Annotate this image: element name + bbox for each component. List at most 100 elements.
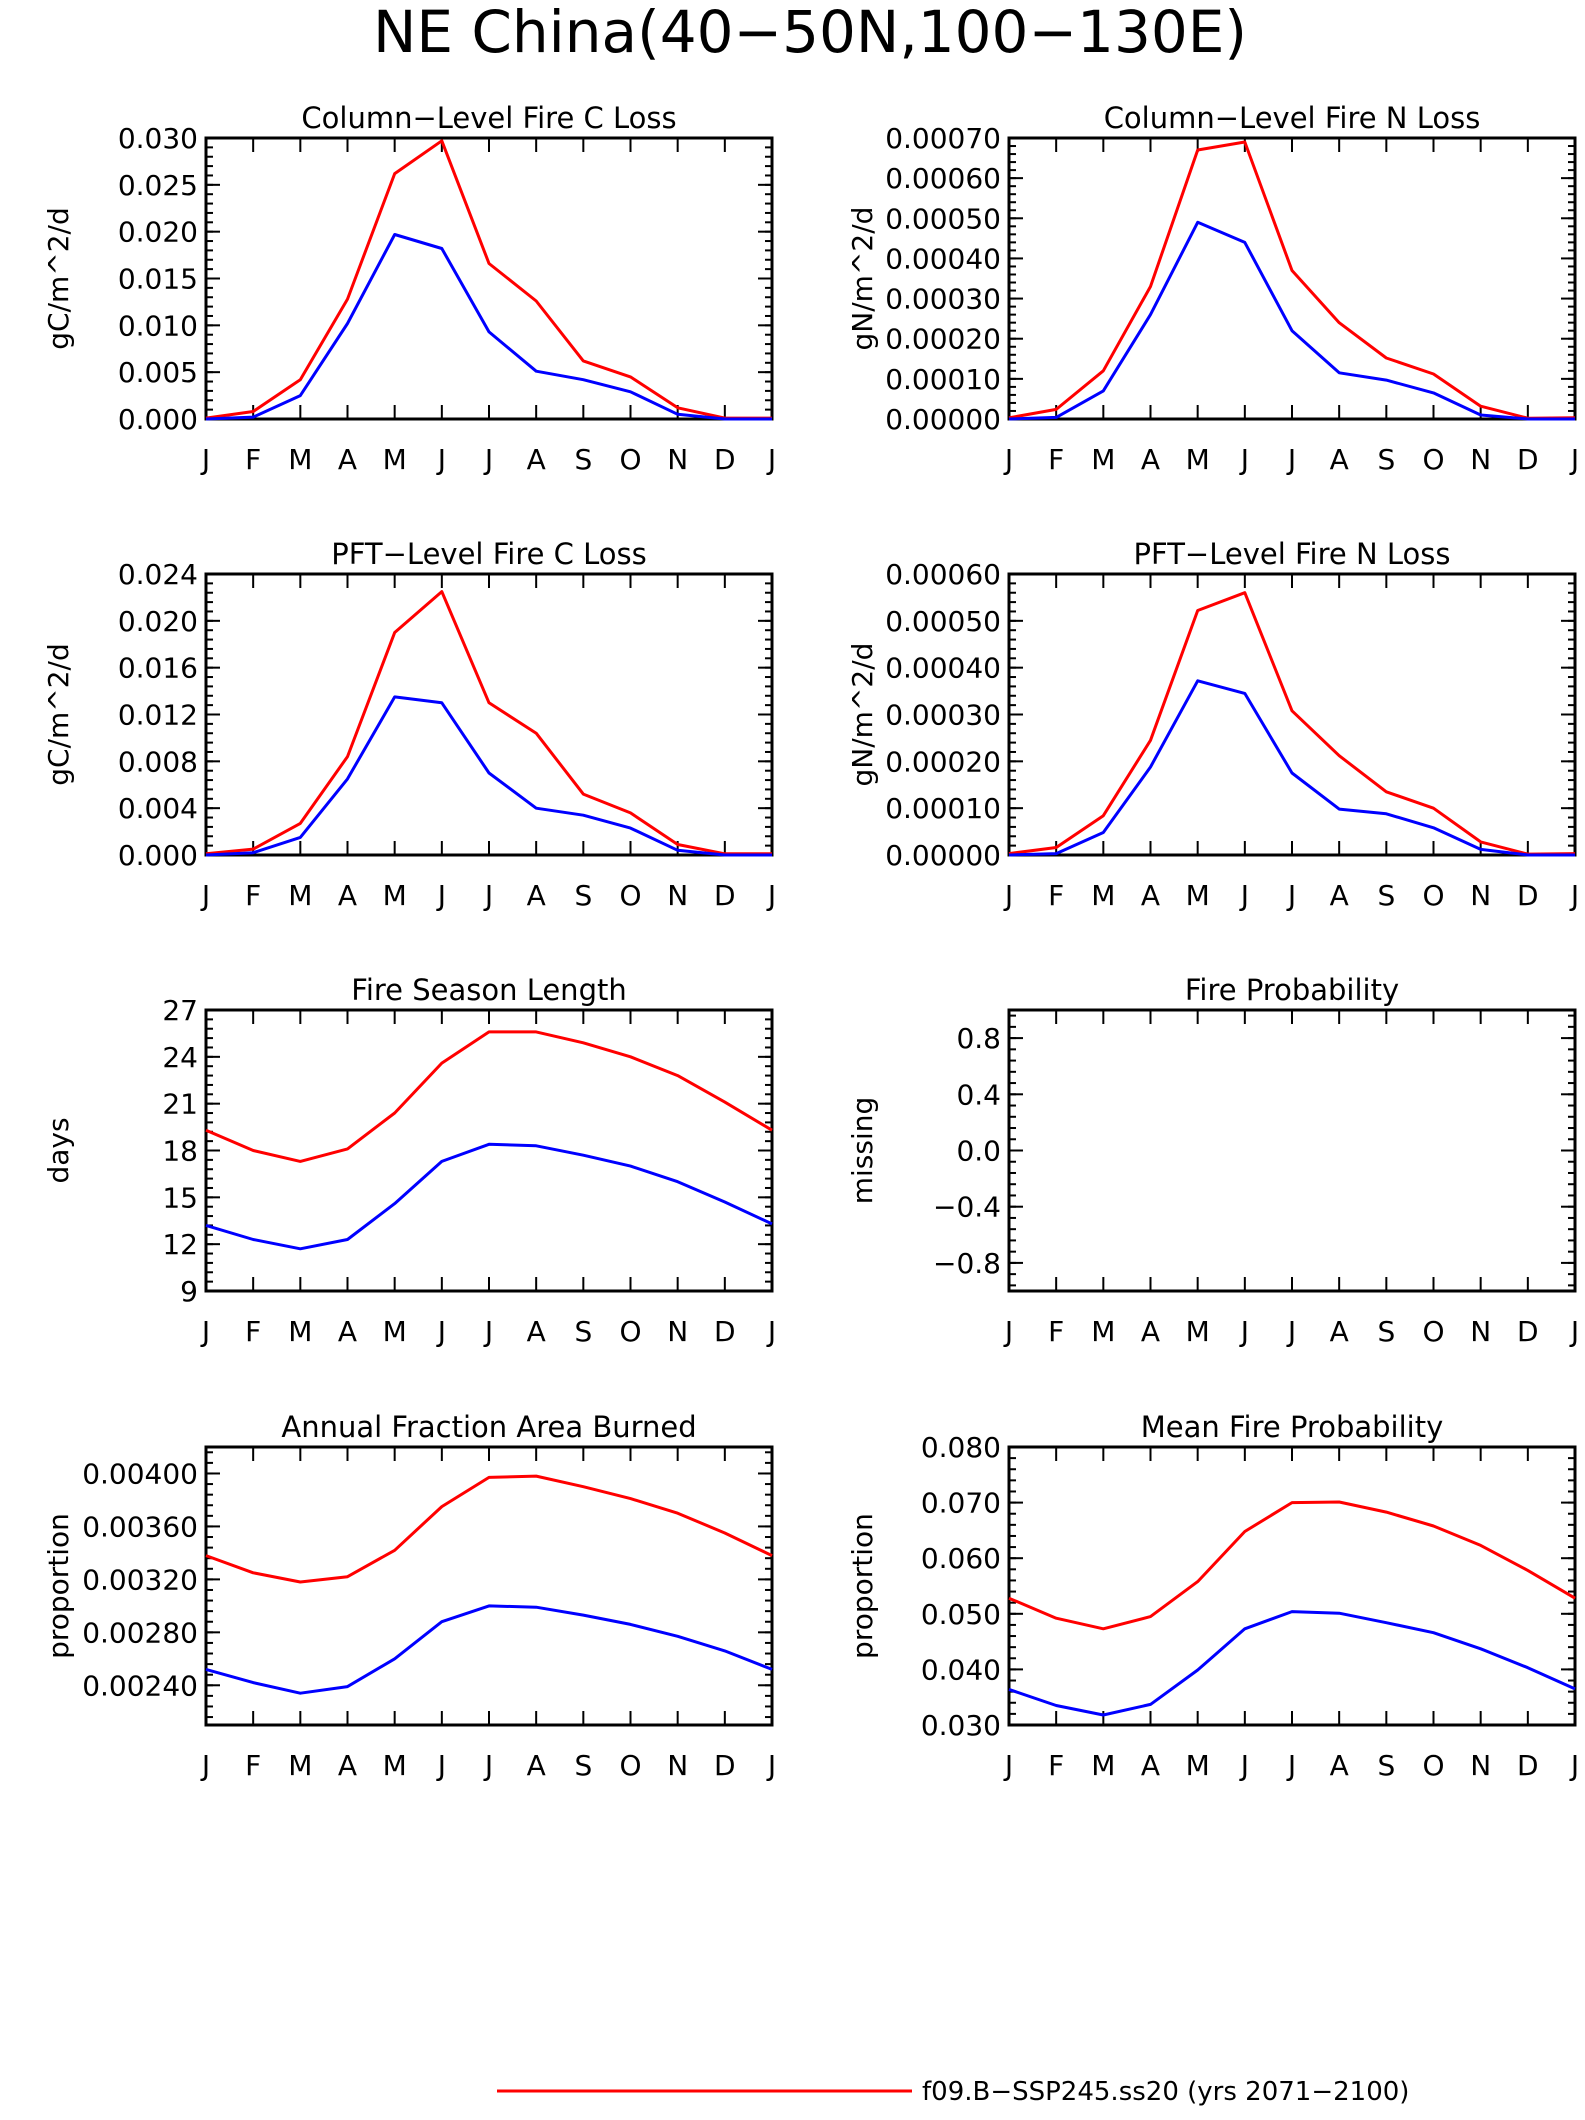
y-axis-label: gC/m^2/d — [42, 643, 75, 786]
y-tick-label: 0.00070 — [885, 122, 1001, 155]
y-tick-label: 0.060 — [921, 1542, 1001, 1575]
x-tick-label: J — [1569, 443, 1579, 476]
y-tick-label: 0.00360 — [82, 1510, 198, 1543]
x-tick-label: J — [200, 1315, 210, 1348]
panel-title: Column−Level Fire C Loss — [301, 101, 676, 135]
y-axis-label: gC/m^2/d — [42, 207, 75, 350]
x-tick-label: S — [574, 1315, 592, 1348]
x-tick-label: J — [1286, 1315, 1296, 1348]
series-line-1 — [1008, 1500, 1576, 1631]
x-tick-label: J — [1239, 1749, 1249, 1782]
y-tick-label: 0.00010 — [885, 363, 1001, 396]
series-line-1 — [1008, 140, 1576, 420]
x-tick-label: M — [1091, 1315, 1115, 1348]
y-tick-label: 0.00030 — [885, 283, 1001, 316]
x-tick-label: J — [1239, 879, 1249, 912]
y-axis-label: proportion — [846, 1513, 879, 1659]
y-tick-label: 0.004 — [118, 792, 198, 825]
x-tick-label: J — [436, 879, 446, 912]
x-tick-label: J — [766, 1749, 776, 1782]
x-tick-label: D — [714, 443, 736, 476]
x-tick-label: A — [527, 443, 546, 476]
x-tick-label: M — [383, 1749, 407, 1782]
x-tick-label: A — [338, 443, 357, 476]
x-tick-label: O — [619, 1749, 641, 1782]
x-tick-label: N — [667, 1749, 688, 1782]
x-tick-label: J — [1286, 879, 1296, 912]
x-tick-label: A — [338, 1749, 357, 1782]
panel-title: Column−Level Fire N Loss — [1104, 101, 1481, 135]
y-tick-label: 0.00400 — [82, 1457, 198, 1490]
x-tick-label: O — [619, 1315, 641, 1348]
x-tick-label: J — [483, 1749, 493, 1782]
x-tick-label: F — [1048, 1315, 1064, 1348]
x-tick-label: D — [714, 1315, 736, 1348]
x-tick-label: J — [436, 1315, 446, 1348]
y-tick-label: 0.030 — [118, 122, 198, 155]
y-tick-label: 0.005 — [118, 356, 198, 389]
y-tick-label: 0.020 — [118, 216, 198, 249]
x-tick-label: J — [766, 1315, 776, 1348]
x-tick-label: D — [1517, 879, 1539, 912]
y-axis-label: missing — [846, 1097, 879, 1205]
y-tick-label: 0.024 — [118, 558, 198, 591]
x-tick-label: A — [527, 879, 546, 912]
x-tick-label: N — [1470, 1749, 1491, 1782]
x-tick-label: D — [714, 879, 736, 912]
y-tick-label: 0.00040 — [885, 242, 1001, 275]
x-tick-label: J — [1286, 443, 1296, 476]
x-tick-label: D — [714, 1749, 736, 1782]
y-tick-label: 24 — [162, 1041, 198, 1074]
x-tick-label: S — [574, 443, 592, 476]
legend-label: f09.B−SSP245.ss20 (yrs 2071−2100) — [922, 2077, 1409, 2107]
y-tick-label: 0.040 — [921, 1653, 1001, 1686]
y-tick-label: 0.070 — [921, 1487, 1001, 1520]
y-axis-label: gN/m^2/d — [846, 207, 879, 351]
y-tick-label: 0.00240 — [82, 1669, 198, 1702]
x-tick-label: J — [483, 879, 493, 912]
x-tick-label: J — [200, 443, 210, 476]
x-tick-label: J — [436, 1749, 446, 1782]
x-tick-label: S — [1377, 1749, 1395, 1782]
x-tick-label: A — [1141, 879, 1160, 912]
x-tick-label: M — [288, 443, 312, 476]
x-tick-label: N — [1470, 443, 1491, 476]
x-tick-label: J — [1003, 879, 1013, 912]
y-tick-label: 0.000 — [118, 839, 198, 872]
y-tick-label: 0.00000 — [885, 403, 1001, 436]
x-tick-label: M — [1186, 879, 1210, 912]
x-tick-label: J — [1239, 1315, 1249, 1348]
x-tick-label: F — [245, 879, 261, 912]
x-tick-label: M — [1186, 443, 1210, 476]
x-tick-label: A — [1141, 443, 1160, 476]
x-tick-label: J — [766, 443, 776, 476]
y-tick-label: 0.00060 — [885, 558, 1001, 591]
y-tick-label: 0.012 — [118, 699, 198, 732]
y-tick-label: 0.010 — [118, 309, 198, 342]
x-tick-label: N — [1470, 879, 1491, 912]
x-tick-label: D — [1517, 1315, 1539, 1348]
x-tick-label: F — [245, 1749, 261, 1782]
y-tick-label: 12 — [162, 1228, 198, 1261]
y-tick-label: 0.00280 — [82, 1616, 198, 1649]
x-tick-label: M — [383, 1315, 407, 1348]
y-tick-label: 0.00060 — [885, 162, 1001, 195]
x-tick-label: J — [1003, 1315, 1013, 1348]
series-line-1 — [205, 1030, 773, 1163]
panel-title: Mean Fire Probability — [1141, 1410, 1444, 1444]
x-tick-label: J — [1239, 443, 1249, 476]
y-axis-label: gN/m^2/d — [846, 643, 879, 787]
y-tick-label: 0.050 — [921, 1598, 1001, 1631]
x-tick-label: O — [1422, 1315, 1444, 1348]
x-tick-label: N — [667, 879, 688, 912]
x-tick-label: A — [527, 1315, 546, 1348]
x-tick-label: M — [383, 879, 407, 912]
x-tick-label: A — [1141, 1315, 1160, 1348]
y-tick-label: 0.016 — [118, 652, 198, 685]
x-tick-label: F — [245, 443, 261, 476]
